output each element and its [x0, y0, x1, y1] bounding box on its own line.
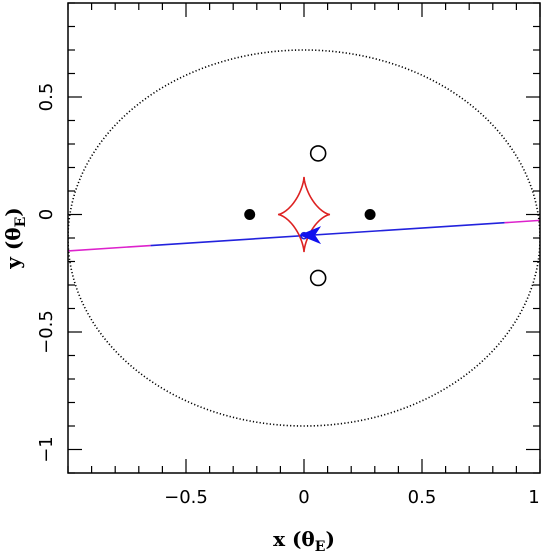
- x-axis-title-close: ): [325, 527, 334, 551]
- image-2: [309, 269, 327, 287]
- x-tick-label: −0.5: [164, 487, 208, 508]
- x-tick-label: 0: [298, 487, 309, 508]
- points-group: [244, 145, 376, 287]
- trajectory-segment-1: [68, 244, 151, 252]
- lens-mass-2: [364, 209, 376, 220]
- y-tick-label: −1: [36, 436, 57, 463]
- x-axis-title: x (θE): [273, 527, 335, 555]
- lens-mass-1: [244, 209, 256, 220]
- caustic-group: [277, 176, 331, 253]
- x-tick-label: 0.5: [408, 487, 437, 508]
- x-tick-label: 1: [528, 487, 539, 508]
- y-axis-title-close: ): [1, 207, 25, 216]
- y-tick-label: −0.5: [36, 310, 57, 354]
- ticks-group: [67, 2, 541, 474]
- y-axis-title-sub: E: [13, 217, 29, 228]
- direction-arrow: [299, 226, 322, 245]
- einstein-ring: [68, 49, 540, 427]
- y-tick-label: 0.5: [36, 83, 57, 112]
- x-axis-title-sub: E: [315, 539, 326, 555]
- x-axis-title-main: x (θ: [273, 527, 315, 551]
- caustic-curve: [277, 176, 331, 253]
- image-1: [309, 145, 327, 162]
- tick-labels-group: −0.5 0 0.5 1 −1 −0.5 0 0.5: [36, 83, 540, 508]
- trajectory-segment-2: [150, 221, 505, 247]
- axis-titles-group: x (θE) y (θE): [1, 207, 335, 555]
- y-tick-label: 0: [36, 209, 57, 220]
- trajectory-segment-3: [504, 219, 540, 224]
- einstein-ring-group: [68, 49, 540, 427]
- y-axis-title: y (θE): [1, 207, 29, 270]
- y-axis-title-main: y (θ: [1, 227, 25, 269]
- source-trajectory-group: [68, 219, 540, 252]
